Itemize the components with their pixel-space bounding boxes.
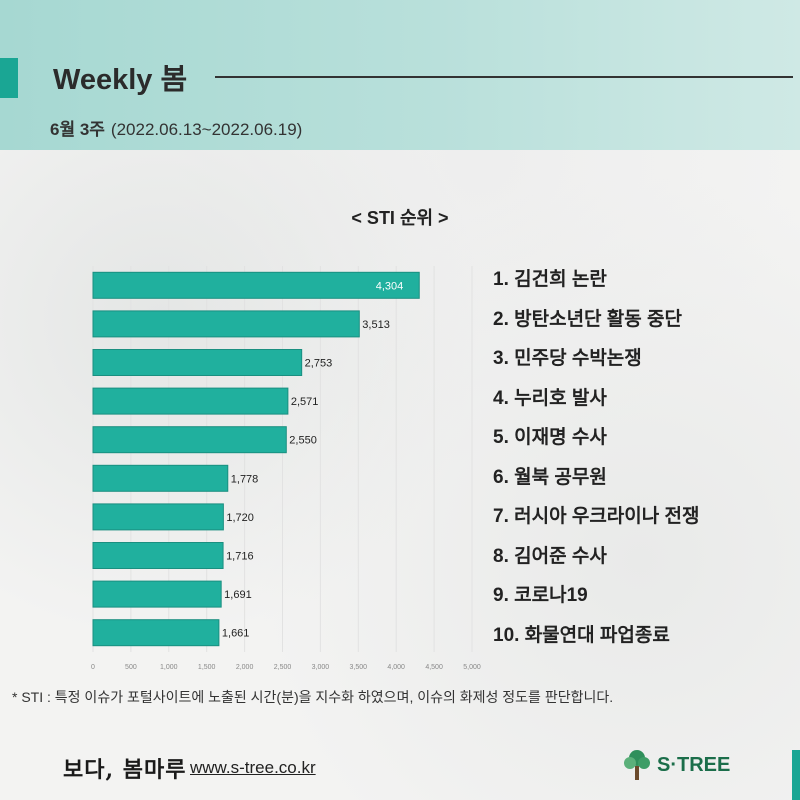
bar <box>92 619 220 647</box>
x-tick-label: 5,000 <box>463 664 481 671</box>
x-tick-label: 2,500 <box>274 664 292 671</box>
bar-value-label: 2,550 <box>289 435 317 447</box>
ranking-item: 1. 김건희 논란 <box>493 269 607 290</box>
ranking-item: 9. 코로나19 <box>493 585 588 606</box>
x-tick-label: 3,000 <box>312 664 330 671</box>
header-banner <box>0 0 800 150</box>
bar <box>92 349 303 376</box>
x-tick-label: 4,500 <box>425 664 443 671</box>
bar <box>92 271 420 299</box>
page-title: Weekly 봄 <box>53 64 188 96</box>
x-tick-label: 500 <box>125 664 137 671</box>
stree-logo: S·TREE <box>622 748 730 782</box>
chart-title: < STI 순위 > <box>351 208 449 228</box>
x-tick-label: 4,000 <box>387 664 405 671</box>
ranking-item: 6. 월북 공무원 <box>493 466 607 488</box>
x-tick-label: 2,000 <box>236 664 254 671</box>
bar <box>92 426 287 454</box>
ranking-item: 3. 민주당 수박논쟁 <box>493 348 642 369</box>
stree-brand: S·TREE <box>657 753 731 776</box>
ranking-list: 1. 김건희 논란 2. 방탄소년단 활동 중단 3. 민주당 수박논쟁 4. 누리호… <box>493 264 699 659</box>
ranking-item: 10. 화물연대 파업종료 <box>493 624 670 646</box>
x-tick-label: 1,000 <box>160 664 178 671</box>
corner-accent-bar <box>792 750 800 800</box>
sti-bar-chart: 0 500 1,000 1,500 2,000 2,500 3,000 3,500 4,000 4… <box>91 266 481 671</box>
tree-icon <box>624 750 650 780</box>
bar-value-label: 1,716 <box>226 551 254 563</box>
ranking-item: 5. 이재명 수사 <box>493 427 607 448</box>
bar-value-label: 4,304 <box>376 280 404 292</box>
ranking-item: 8. 김어준 수사 <box>493 545 607 567</box>
bar-value-label: 2,753 <box>305 358 333 370</box>
bar-value-label: 1,778 <box>231 473 259 485</box>
bar-value-label: 1,691 <box>224 589 252 601</box>
bar <box>92 542 224 569</box>
x-tick-label: 3,500 <box>350 664 368 671</box>
subtitle: 6월 3주 (2022.06.13~2022.06.19) <box>50 115 302 140</box>
ranking-item: 4. 누리호 발사 <box>493 387 607 409</box>
bar <box>92 464 229 492</box>
x-tick-label: 1,500 <box>198 664 216 671</box>
website-link[interactable]: www.s-tree.co.kr <box>190 758 316 777</box>
bar <box>92 310 360 338</box>
title-divider <box>215 76 793 78</box>
bar-value-label: 1,661 <box>222 628 250 640</box>
bar <box>92 387 289 415</box>
bar <box>92 580 222 608</box>
bar-value-label: 3,513 <box>362 319 390 331</box>
ranking-item: 7. 러시아 우크라이나 전쟁 <box>493 506 700 527</box>
bar-value-label: 1,720 <box>226 512 254 524</box>
bar-value-label: 2,571 <box>291 396 319 408</box>
date-range: (2022.06.13~2022.06.19) <box>110 120 303 139</box>
sti-footnote: * STI : 특정 이슈가 포털사이트에 노출된 시간(분)을 지수화 하였으… <box>12 689 614 705</box>
bar <box>92 503 224 531</box>
title-accent-bar <box>0 58 18 98</box>
week-label: 6월 3주 <box>50 120 105 139</box>
x-tick-label: 0 <box>91 664 95 671</box>
ranking-item: 2. 방탄소년단 활동 중단 <box>493 308 683 330</box>
bommaru-logo: 보다, 봄마루 <box>63 757 187 783</box>
